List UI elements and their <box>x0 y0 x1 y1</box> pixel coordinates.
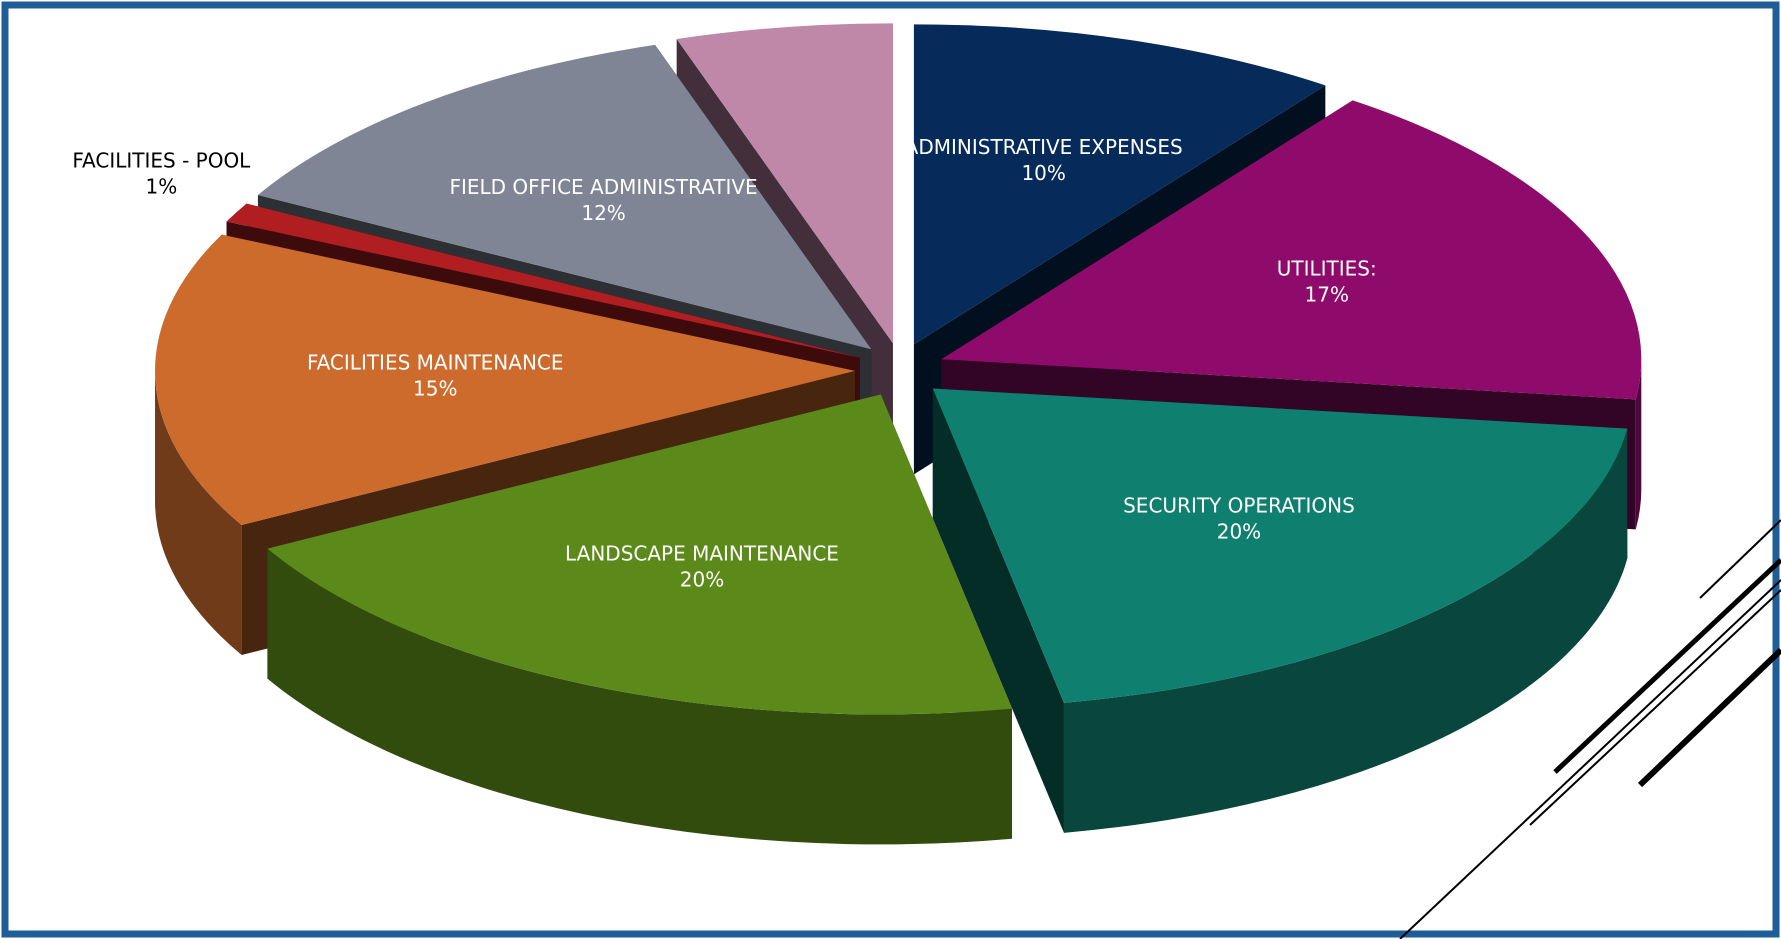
slice-label: SECURITY OPERATIONS <box>1123 493 1355 517</box>
slice-value-label: 10% <box>1021 161 1065 185</box>
slice <box>226 203 860 358</box>
slice <box>913 24 1326 345</box>
slice <box>267 394 1013 715</box>
slice <box>257 44 872 350</box>
slice <box>155 234 856 526</box>
slice-value-label: 20% <box>1217 519 1261 543</box>
slice-wall <box>267 548 1013 845</box>
slice <box>932 388 1628 703</box>
slice-wall <box>1635 359 1642 530</box>
slice-value-label: 17% <box>1305 283 1349 307</box>
labels: OTHER FINACING SOURCES & USES5%ADMINISTR… <box>72 135 1377 592</box>
slice-wall <box>1063 428 1628 833</box>
slice-label: ADMINISTRATIVE EXPENSES <box>905 135 1183 159</box>
slice-value-label: 12% <box>581 201 625 225</box>
slice-label: UTILITIES: <box>1277 257 1377 281</box>
slice-value-label: 15% <box>413 376 457 400</box>
slice-label: LANDSCAPE MAINTENANCE <box>565 542 839 566</box>
slice-wall <box>155 370 242 656</box>
slice <box>941 100 1642 400</box>
pie <box>155 23 1642 845</box>
slice-value-label: 1% <box>145 175 177 199</box>
slice-label: FACILITIES MAINTENANCE <box>307 350 564 374</box>
slice-side <box>932 388 1064 833</box>
slice-value-label: 20% <box>680 568 724 592</box>
decoration <box>1399 519 1781 939</box>
slice-label: FIELD OFFICE ADMINISTRATIVE <box>449 175 757 199</box>
slice <box>676 23 893 344</box>
slice-label: FACILITIES - POOL <box>72 149 251 173</box>
